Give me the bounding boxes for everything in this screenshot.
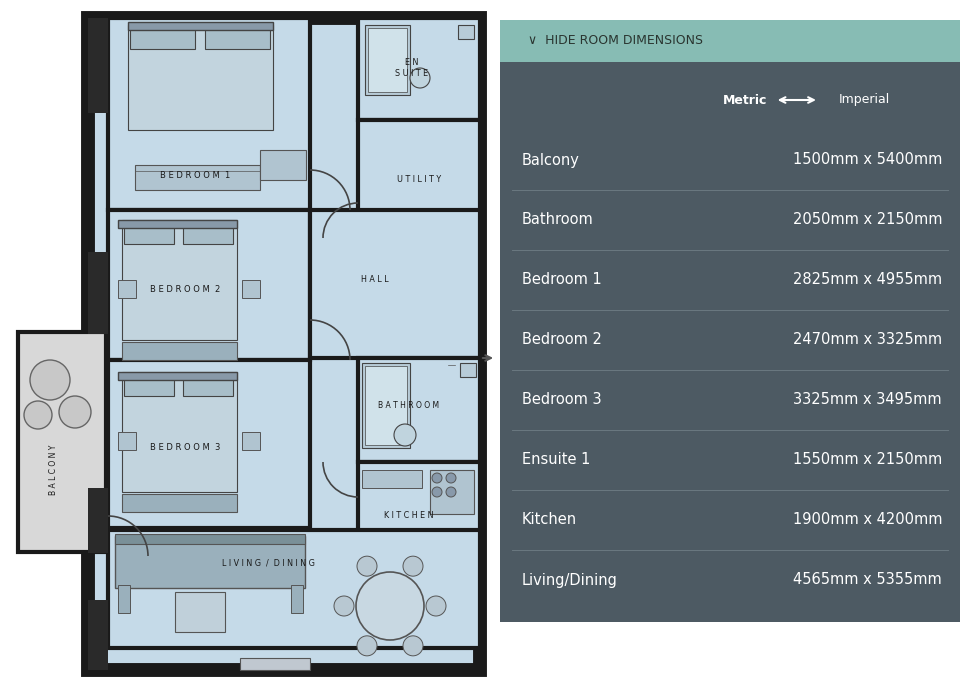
Text: Bathroom: Bathroom: [522, 212, 594, 228]
Text: 4565mm x 5355mm: 4565mm x 5355mm: [793, 572, 942, 588]
Bar: [500, 20, 960, 62]
Bar: [460, 363, 476, 377]
Bar: [118, 372, 237, 380]
Bar: [128, 22, 273, 30]
Circle shape: [426, 596, 446, 616]
Bar: [124, 222, 174, 244]
Bar: [130, 27, 195, 49]
Bar: [365, 25, 410, 95]
Text: B E D R O O M  1: B E D R O O M 1: [160, 170, 230, 179]
Bar: [108, 530, 480, 648]
Text: 2825mm x 4955mm: 2825mm x 4955mm: [793, 273, 942, 287]
Bar: [358, 358, 480, 462]
Text: Imperial: Imperial: [839, 93, 890, 107]
Text: Ensuite 1: Ensuite 1: [522, 453, 590, 468]
Bar: [118, 432, 136, 450]
Bar: [183, 374, 233, 396]
Bar: [358, 120, 480, 238]
Bar: [118, 280, 136, 298]
Bar: [122, 342, 237, 360]
Text: B E D R O O M  2: B E D R O O M 2: [150, 286, 220, 295]
Text: Balcony: Balcony: [522, 152, 580, 167]
Text: Metric: Metric: [722, 93, 766, 107]
Circle shape: [432, 487, 442, 497]
Bar: [88, 18, 480, 670]
Text: K I T C H E N: K I T C H E N: [384, 511, 434, 520]
Bar: [458, 25, 474, 39]
Circle shape: [30, 360, 70, 400]
Bar: [260, 150, 306, 180]
Circle shape: [432, 473, 442, 483]
Text: Bedroom 2: Bedroom 2: [522, 332, 602, 347]
Bar: [242, 280, 260, 298]
Text: B A T H R O O M: B A T H R O O M: [378, 401, 440, 410]
Bar: [205, 27, 270, 49]
Bar: [108, 360, 310, 528]
Circle shape: [446, 487, 456, 497]
Bar: [291, 585, 303, 613]
Bar: [358, 462, 480, 570]
Bar: [135, 165, 260, 190]
Bar: [88, 252, 108, 334]
Bar: [88, 488, 108, 553]
Circle shape: [357, 556, 377, 576]
Bar: [122, 372, 237, 492]
Circle shape: [394, 424, 416, 446]
Bar: [183, 222, 233, 244]
Text: 2050mm x 2150mm: 2050mm x 2150mm: [793, 212, 942, 228]
Text: E N
S U I T E: E N S U I T E: [396, 58, 428, 78]
Circle shape: [334, 596, 354, 616]
Text: B E D R O O M  3: B E D R O O M 3: [150, 444, 220, 453]
Circle shape: [59, 396, 91, 428]
Bar: [118, 220, 237, 228]
Text: 1550mm x 2150mm: 1550mm x 2150mm: [793, 453, 942, 468]
Bar: [362, 470, 422, 488]
Bar: [240, 658, 310, 670]
Text: 1500mm x 5400mm: 1500mm x 5400mm: [793, 152, 942, 167]
Circle shape: [410, 68, 430, 88]
Bar: [500, 62, 960, 622]
Bar: [88, 18, 108, 113]
Text: B A L C O N Y: B A L C O N Y: [48, 445, 58, 495]
Text: 3325mm x 3495mm: 3325mm x 3495mm: [794, 392, 942, 408]
Bar: [175, 592, 225, 632]
Bar: [18, 332, 106, 552]
Circle shape: [24, 401, 52, 429]
Bar: [362, 363, 410, 448]
Text: Bedroom 3: Bedroom 3: [522, 392, 602, 408]
Bar: [124, 374, 174, 396]
Text: 1900mm x 4200mm: 1900mm x 4200mm: [793, 513, 942, 527]
Text: 2470mm x 3325mm: 2470mm x 3325mm: [793, 332, 942, 347]
Bar: [430, 470, 474, 514]
Bar: [128, 25, 273, 130]
Bar: [358, 18, 480, 120]
Circle shape: [446, 473, 456, 483]
Bar: [108, 210, 310, 360]
Bar: [122, 494, 237, 512]
Text: Living/Dining: Living/Dining: [522, 572, 617, 588]
Bar: [242, 432, 260, 450]
Text: ∨  HIDE ROOM DIMENSIONS: ∨ HIDE ROOM DIMENSIONS: [528, 35, 703, 48]
Text: Bedroom 1: Bedroom 1: [522, 273, 602, 287]
Bar: [122, 220, 237, 340]
Circle shape: [403, 636, 423, 656]
Text: Kitchen: Kitchen: [522, 513, 577, 527]
Text: L I V I N G  /  D I N I N G: L I V I N G / D I N I N G: [221, 558, 315, 567]
Bar: [88, 600, 108, 670]
Bar: [365, 366, 407, 445]
Bar: [310, 210, 480, 358]
Bar: [115, 536, 305, 588]
Text: H A L L: H A L L: [362, 275, 389, 284]
Bar: [108, 18, 310, 210]
Circle shape: [403, 556, 423, 576]
Bar: [115, 534, 305, 544]
Circle shape: [356, 572, 424, 640]
Text: U T I L I T Y: U T I L I T Y: [397, 176, 441, 185]
Bar: [368, 28, 407, 92]
Circle shape: [357, 636, 377, 656]
Bar: [118, 585, 130, 613]
